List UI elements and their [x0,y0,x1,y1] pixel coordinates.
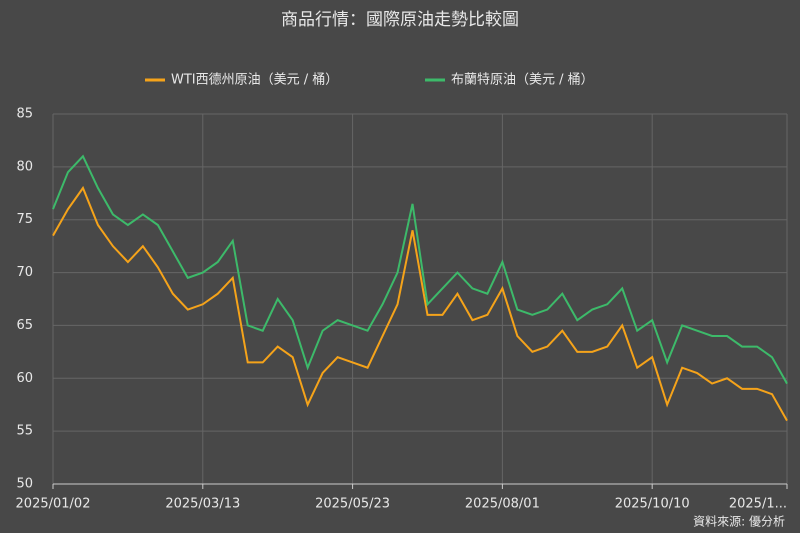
legend-label: WTI西德州原油（美元 / 桶） [171,73,338,88]
x-tick-label: 2025/05/23 [315,497,390,512]
y-tick-label: 75 [16,212,33,227]
y-tick-label: 50 [16,477,33,492]
y-tick-label: 80 [16,159,33,174]
y-tick-label: 85 [16,107,33,122]
chart-title: 商品行情：國際原油走勢比較圖 [281,10,519,30]
y-tick-label: 60 [16,371,33,386]
source-note: 資料來源: 優分析 [693,515,785,529]
x-tick-label: 2025/03/13 [165,497,240,512]
series-line [52,154,788,385]
y-tick-label: 55 [16,424,33,439]
y-tick-label: 65 [16,318,33,333]
legend-label: 布蘭特原油（美元 / 桶） [451,72,594,88]
series-line [52,185,788,422]
x-tick-label: 2025/01/02 [16,497,91,512]
y-tick-label: 70 [16,265,33,280]
x-tick-label: 2025/1... [729,497,787,512]
x-tick-label: 2025/08/01 [465,497,540,512]
x-tick-label: 2025/10/10 [615,497,690,512]
